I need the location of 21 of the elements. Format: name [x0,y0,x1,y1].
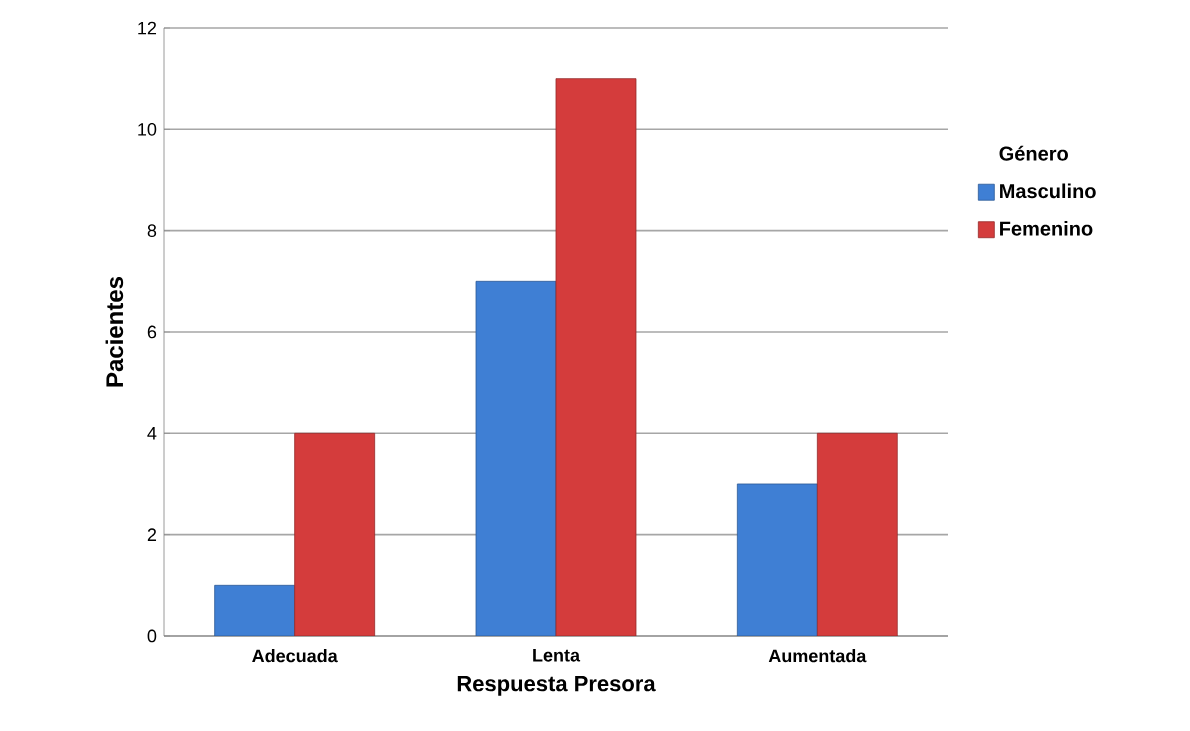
x-axis-title: Respuesta Presora [457,676,656,696]
y-tick-label: 0 [147,629,157,643]
y-tick-label: 10 [138,122,157,136]
bar [214,584,296,636]
y-tick-label: 12 [138,21,157,35]
y-tick-label: 4 [147,427,157,440]
x-tick-label: Lenta [533,649,581,662]
bar [555,78,637,636]
bar [736,483,818,636]
legend-title: Género [999,145,1068,161]
bar [294,432,376,636]
legend-label: Masculino [1000,183,1096,199]
bar [816,432,898,636]
x-tick-label: Adecuada [252,649,338,663]
x-tick-label: Aumentada [768,649,867,663]
bar [475,280,557,636]
legend-label: Femenino [1000,220,1093,236]
y-axis-title: Pacientes [105,276,124,387]
y-tick-label: 6 [147,325,157,339]
y-tick-label: 2 [147,528,157,541]
y-tick-label: 8 [147,224,157,238]
